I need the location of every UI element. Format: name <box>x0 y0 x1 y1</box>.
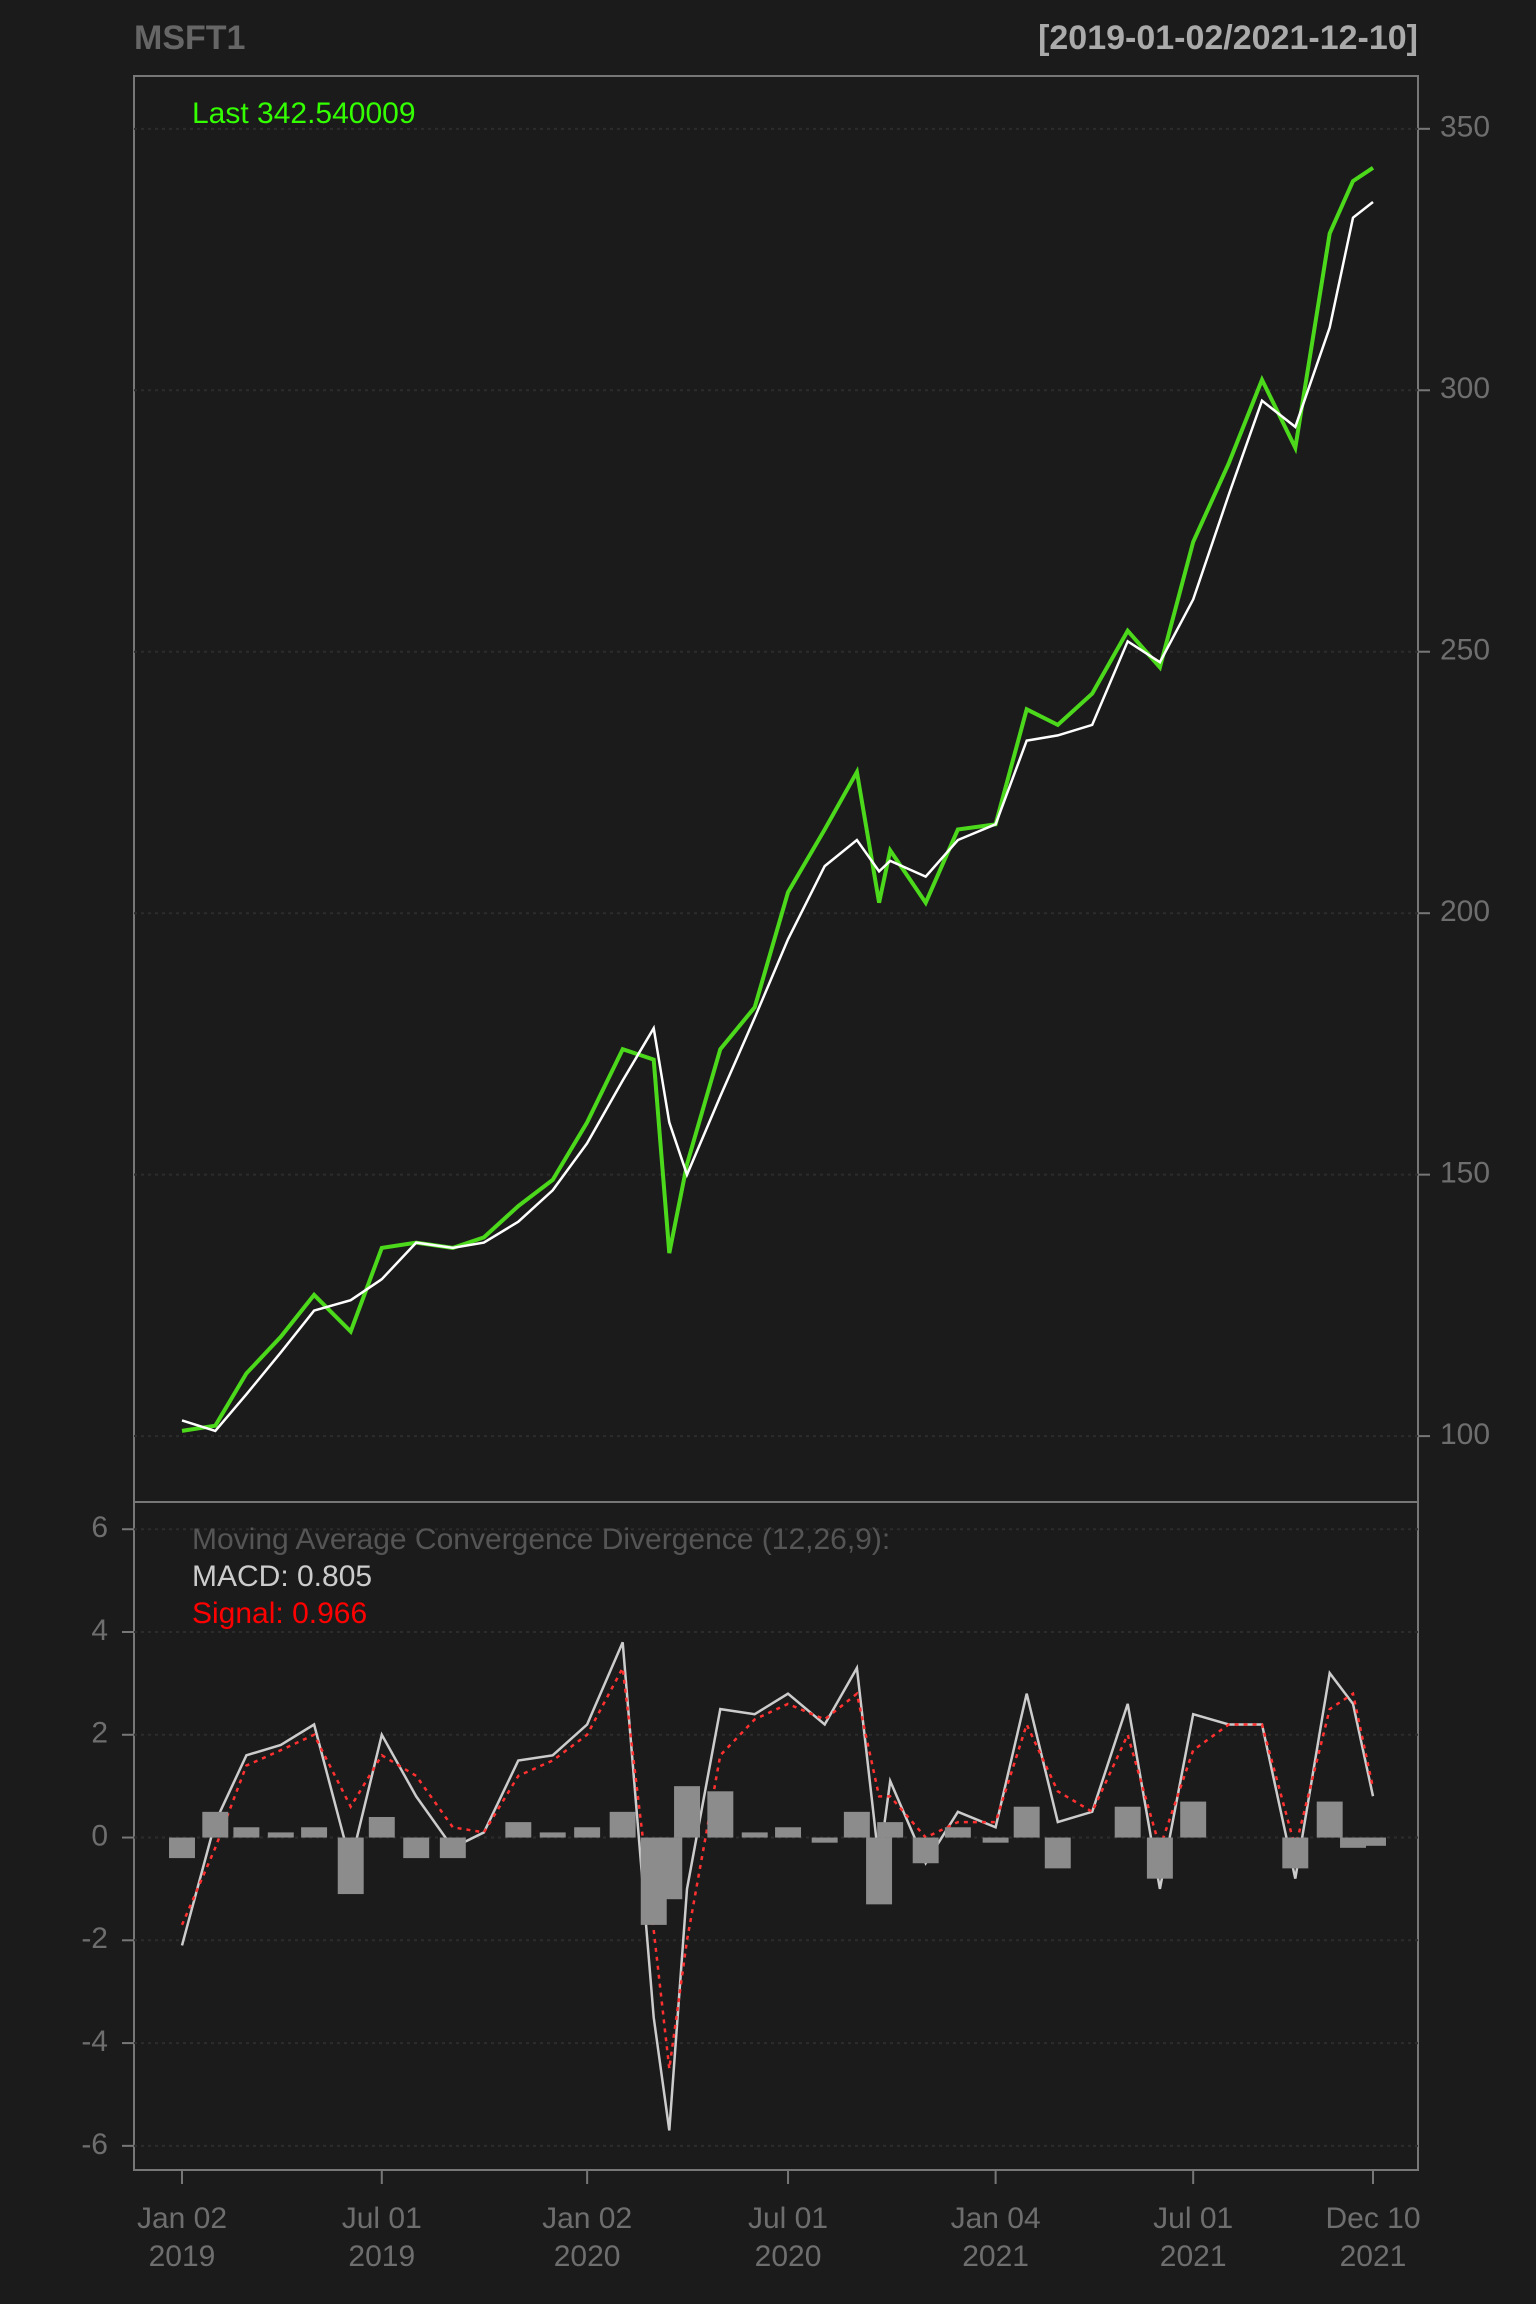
y-tick-label: -6 <box>81 2128 108 2161</box>
histogram-bar <box>843 1811 870 1838</box>
histogram-bar <box>1180 1801 1207 1838</box>
histogram-bar <box>1340 1837 1366 1848</box>
series-line <box>181 166 1375 1433</box>
plot-area <box>134 76 1418 2170</box>
x-tick-label: Jul 01 2021 <box>1153 2202 1234 2273</box>
y-tick-label: -2 <box>81 1922 108 1955</box>
histogram-bar <box>169 1837 195 1859</box>
histogram-bar <box>301 1827 328 1838</box>
series-line <box>180 1641 1375 2131</box>
x-tick-label: Jan 02 2020 <box>542 2202 633 2273</box>
histogram-bar <box>866 1837 893 1905</box>
y-tick-label: 4 <box>91 1614 108 1647</box>
chart-subtitle: [2019-01-02/2021-12-10] <box>1038 19 1418 57</box>
x-tick-label: Dec 10 2021 <box>1325 2202 1421 2273</box>
histogram-bar <box>1114 1806 1141 1838</box>
series-line <box>180 1663 1375 2069</box>
y-tick-label: 250 <box>1440 634 1490 667</box>
y-tick-label: 350 <box>1440 111 1490 144</box>
series-line <box>181 201 1374 1433</box>
histogram-bar <box>368 1816 395 1838</box>
histogram-bar <box>439 1837 466 1859</box>
y-tick-label: 200 <box>1440 895 1490 928</box>
y-tick-label: 150 <box>1440 1157 1490 1190</box>
x-tick-label: Jul 01 2019 <box>341 2202 422 2273</box>
y-tick-label: 0 <box>91 1819 108 1852</box>
histogram-bar <box>775 1827 802 1838</box>
y-tick-label: -4 <box>81 2025 108 2058</box>
x-tick-label: Jan 04 2021 <box>950 2202 1041 2273</box>
histogram-bar <box>1282 1837 1309 1869</box>
histogram-bar <box>944 1827 971 1838</box>
histogram-bar <box>811 1837 838 1843</box>
histogram-bar <box>267 1832 294 1838</box>
histogram-bar <box>707 1791 734 1838</box>
y-tick-label: 6 <box>91 1511 108 1544</box>
histogram-bar <box>202 1811 229 1838</box>
annotation: MACD: 0.805 <box>192 1560 372 1593</box>
histogram-bar <box>233 1827 260 1838</box>
histogram-bar <box>609 1811 636 1838</box>
annotation: Last 342.540009 <box>192 97 416 130</box>
histogram-bar <box>539 1832 566 1838</box>
histogram-bar <box>403 1837 430 1859</box>
histogram-bar <box>1146 1837 1173 1879</box>
histogram-bar <box>982 1837 1009 1843</box>
histogram-bar <box>1044 1837 1071 1869</box>
y-tick-label: 300 <box>1440 372 1490 405</box>
y-tick-label: 2 <box>91 1717 108 1750</box>
histogram-bar <box>877 1822 904 1838</box>
histogram-bar <box>741 1832 768 1838</box>
x-tick-label: Jul 01 2020 <box>748 2202 829 2273</box>
annotation: Signal: 0.966 <box>192 1597 367 1630</box>
histogram-bar <box>337 1837 364 1895</box>
histogram-bar <box>574 1827 601 1838</box>
histogram-bar <box>656 1837 683 1900</box>
histogram-bar <box>1316 1801 1343 1838</box>
panel-border <box>133 1501 1419 2171</box>
histogram-bar <box>1360 1837 1386 1846</box>
histogram-bar <box>674 1786 701 1838</box>
y-tick-label: 100 <box>1440 1418 1490 1451</box>
x-tick-label: Jan 02 2019 <box>136 2202 228 2273</box>
histogram-bar <box>912 1837 939 1864</box>
chart-title: MSFT1 <box>134 19 245 57</box>
histogram-bar <box>505 1822 532 1838</box>
histogram-bar <box>1013 1806 1040 1838</box>
annotation: Moving Average Convergence Divergence (1… <box>192 1523 890 1556</box>
